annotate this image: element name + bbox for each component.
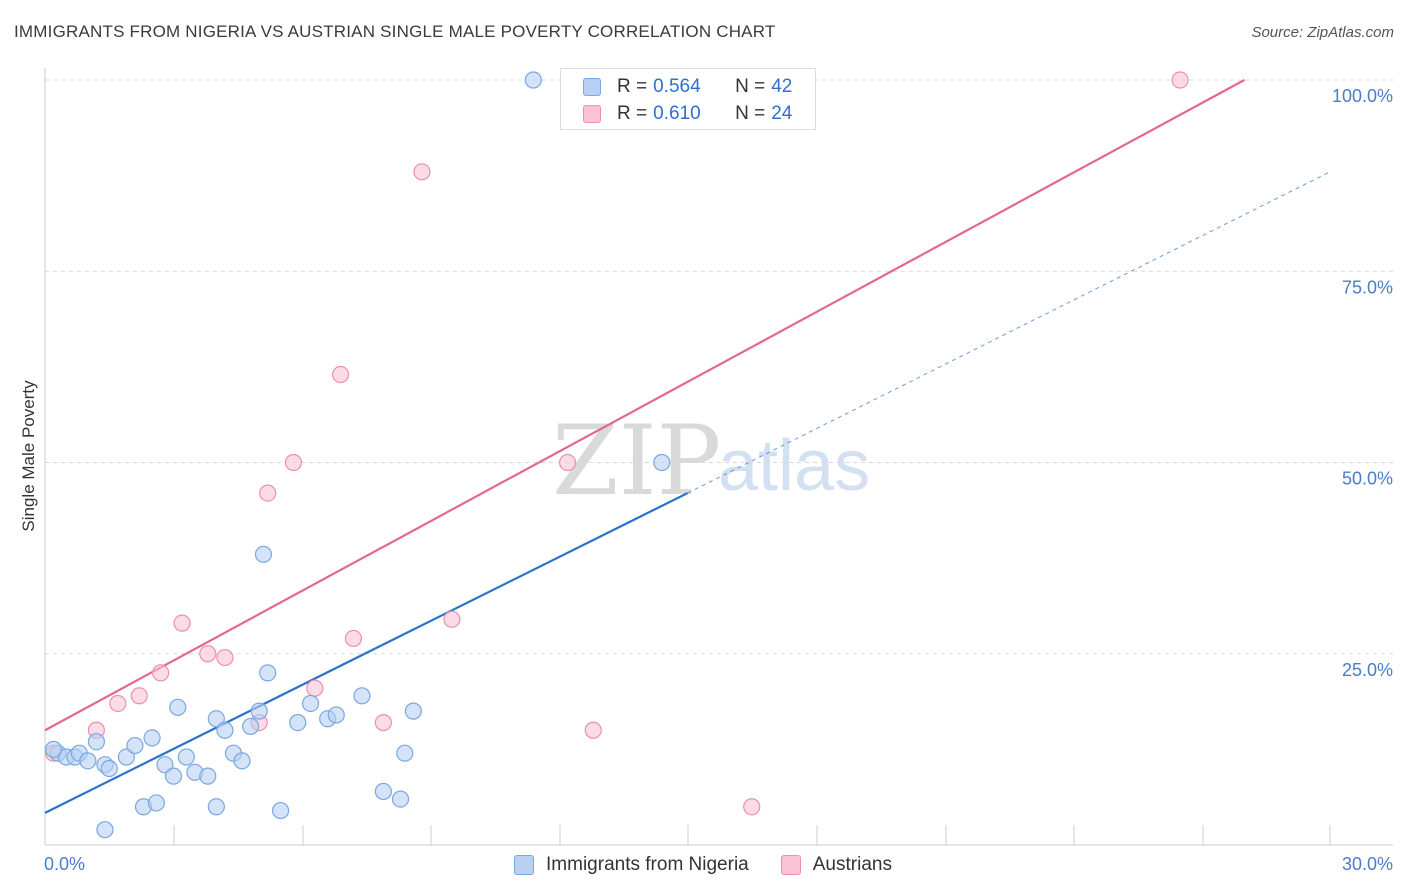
point-nigeria — [126, 736, 144, 755]
legend-swatch-blue — [514, 855, 535, 875]
point-austrians — [443, 610, 461, 628]
legend-label: Austrians — [812, 854, 892, 875]
point-nigeria — [391, 790, 410, 808]
trend-line-austrians — [44, 79, 1245, 732]
point-nigeria — [177, 748, 195, 766]
point-nigeria — [524, 71, 542, 89]
point-layer — [44, 71, 1189, 839]
point-nigeria — [156, 756, 174, 774]
point-nigeria — [242, 717, 260, 736]
chart-source: Source: ZipAtlas.com — [1251, 24, 1394, 41]
point-nigeria — [353, 687, 371, 705]
stats-n-value: 24 — [771, 103, 793, 124]
point-nigeria — [259, 664, 277, 682]
point-austrians — [584, 721, 602, 739]
tick-layer: 25.0% 50.0% 75.0% 100.0% 0.0% 30.0% — [44, 86, 1393, 874]
point-nigeria — [396, 744, 414, 762]
point-nigeria — [87, 733, 106, 751]
point-nigeria — [327, 706, 345, 724]
point-nigeria — [250, 702, 268, 720]
legend-item-nigeria[interactable]: Immigrants from Nigeria — [514, 854, 749, 876]
point-nigeria — [100, 759, 118, 778]
point-nigeria — [233, 752, 251, 770]
point-nigeria — [44, 740, 63, 758]
point-austrians — [199, 645, 217, 663]
y-tick-label: 50.0% — [1342, 469, 1393, 489]
point-nigeria — [289, 713, 307, 732]
legend-swatch-pink — [780, 855, 801, 875]
point-austrians — [216, 648, 234, 667]
point-austrians — [109, 694, 127, 713]
point-nigeria — [653, 453, 671, 472]
point-austrians — [130, 687, 148, 705]
stats-row-nigeria: R = 0.564 N = 42 — [583, 74, 792, 100]
y-tick-label: 75.0% — [1342, 277, 1393, 297]
chart-legend: Immigrants from Nigeria Austrians — [0, 852, 1406, 878]
stats-row-austrians: R = 0.610 N = 24 — [583, 101, 792, 127]
grid-layer — [45, 79, 1393, 655]
stats-n-value: 42 — [771, 76, 793, 97]
point-austrians — [331, 365, 350, 384]
point-austrians — [374, 713, 392, 732]
x-tick-label: 30.0% — [1342, 854, 1393, 874]
trend-layer — [44, 79, 1331, 814]
point-nigeria — [96, 821, 114, 839]
point-nigeria — [169, 698, 187, 716]
stats-r-label: R = — [617, 103, 648, 124]
axis-layer — [44, 68, 1393, 846]
watermark-zip: ZIP — [552, 405, 721, 517]
legend-label: Immigrants from Nigeria — [546, 854, 749, 875]
watermark-atlas: atlas — [718, 426, 870, 506]
point-nigeria — [143, 729, 161, 747]
watermark: ZIP atlas — [552, 405, 870, 517]
point-austrians — [259, 484, 277, 502]
point-nigeria — [254, 545, 273, 563]
point-austrians — [743, 798, 761, 816]
point-nigeria — [207, 710, 225, 728]
stats-r-value: 0.610 — [653, 103, 701, 124]
y-tick-label: 100.0% — [1332, 86, 1393, 106]
point-austrians — [413, 163, 431, 181]
point-nigeria — [301, 694, 320, 713]
trend-line-nigeria-dashed — [687, 171, 1331, 494]
stats-n-label: N = — [735, 103, 766, 124]
stats-swatch-pink — [583, 105, 601, 123]
point-austrians — [558, 453, 577, 472]
point-austrians — [306, 679, 324, 697]
stats-box: R = 0.564 N = 42 R = 0.610 N = 24 — [560, 68, 816, 130]
trend-line-nigeria — [44, 492, 688, 814]
x-tick-label: 0.0% — [44, 854, 85, 874]
point-nigeria — [207, 798, 225, 816]
point-nigeria — [216, 721, 234, 739]
point-nigeria — [117, 748, 135, 766]
point-austrians — [284, 453, 303, 472]
point-nigeria — [271, 801, 290, 820]
point-austrians — [344, 629, 362, 648]
stats-r-label: R = — [617, 76, 648, 97]
y-axis-label: Single Male Poverty — [19, 380, 38, 532]
point-nigeria — [79, 752, 97, 770]
stats-r-value: 0.564 — [653, 76, 701, 97]
point-austrians — [152, 664, 170, 682]
point-nigeria — [199, 767, 217, 785]
stats-n-label: N = — [735, 76, 766, 97]
legend-item-austrians[interactable]: Austrians — [780, 854, 892, 876]
chart-title: IMMIGRANTS FROM NIGERIA VS AUSTRIAN SING… — [14, 22, 776, 41]
point-austrians — [1171, 71, 1189, 89]
point-nigeria — [404, 702, 422, 720]
stats-swatch-blue — [583, 78, 601, 96]
point-nigeria — [164, 767, 183, 785]
y-tick-label: 25.0% — [1342, 660, 1393, 680]
point-nigeria — [147, 794, 165, 812]
point-austrians — [173, 614, 191, 632]
point-nigeria — [374, 782, 392, 801]
